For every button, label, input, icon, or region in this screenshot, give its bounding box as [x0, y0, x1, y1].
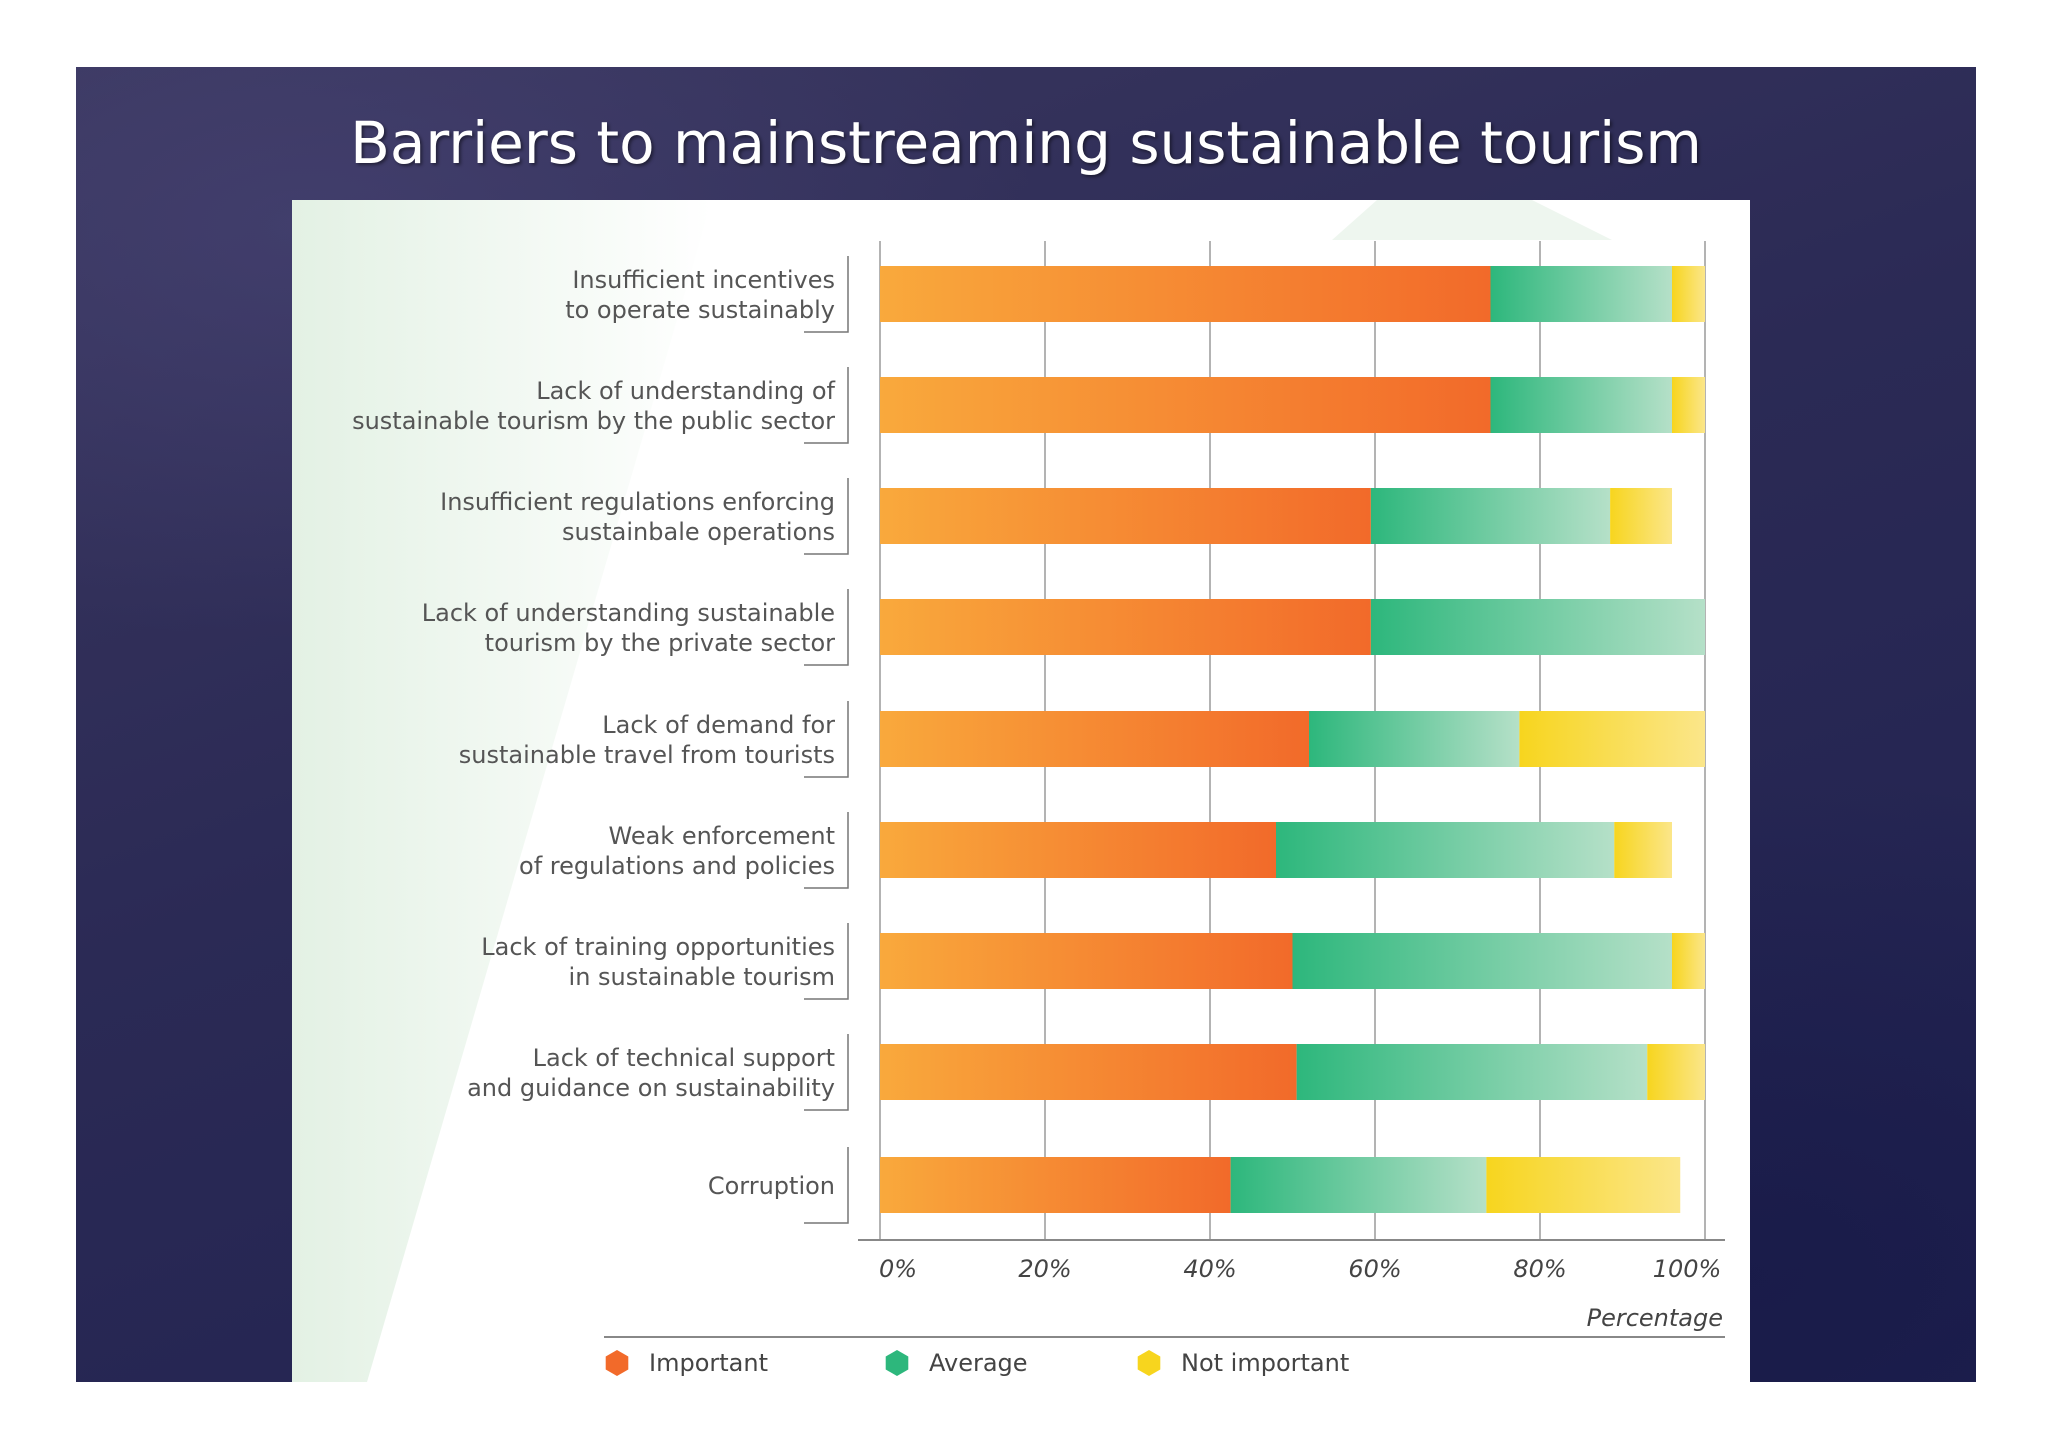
label-bracket: [804, 1147, 849, 1224]
category-label: Corruption: [708, 1172, 835, 1200]
bar-important: [880, 711, 1309, 767]
category-label: and guidance on sustainability: [467, 1074, 835, 1102]
category-label: Insufficient incentives: [572, 266, 835, 294]
chart-panel: Insufficient incentives to operate sustai…: [292, 200, 1750, 1382]
x-tick-label: 40%: [1183, 1255, 1236, 1283]
legend-not-important-swatch: [1137, 1350, 1161, 1376]
x-tick-label: 0%: [879, 1255, 917, 1283]
label-bracket: [804, 923, 849, 1000]
bar-average: [1230, 1157, 1487, 1213]
bar-not-important: [1672, 377, 1705, 433]
category-label: sustainable tourism by the public sector: [352, 407, 835, 435]
bar-important: [880, 599, 1371, 655]
label-bracket: [804, 1034, 849, 1111]
x-tick-label: 80%: [1513, 1255, 1566, 1283]
x-tick-label: 100%: [1653, 1255, 1722, 1283]
x-tick-label: 20%: [1018, 1255, 1071, 1283]
label-bracket: [804, 478, 849, 555]
bar-not-important: [1486, 1157, 1681, 1213]
category-label: Lack of understanding of: [536, 377, 835, 405]
bar-important: [880, 266, 1491, 322]
bar-average: [1296, 1044, 1648, 1100]
bar-not-important: [1610, 488, 1672, 544]
bar-average: [1490, 377, 1672, 433]
category-label: to operate sustainably: [565, 296, 835, 324]
background-shape: [1332, 200, 1612, 240]
x-axis-title: Percentage: [1587, 1304, 1723, 1332]
category-label: Weak enforcement: [609, 822, 836, 850]
legend-average-label: Average: [929, 1349, 1028, 1377]
label-bracket: [804, 367, 849, 444]
category-label: Lack of demand for: [602, 711, 835, 739]
bar-not-important: [1672, 266, 1705, 322]
category-label: of regulations and policies: [519, 852, 835, 880]
background-swoosh: [292, 200, 712, 1382]
category-label: sustainable travel from tourists: [459, 741, 835, 769]
bar-important: [880, 377, 1491, 433]
bar-not-important: [1614, 822, 1672, 878]
label-bracket: [804, 589, 849, 666]
category-label: Lack of understanding sustainable: [422, 599, 835, 627]
bar-important: [880, 1157, 1231, 1213]
bar-not-important: [1647, 1044, 1705, 1100]
legend-not-important-label: Not important: [1181, 1349, 1349, 1377]
x-tick-label: 60%: [1348, 1255, 1401, 1283]
bar-average: [1309, 711, 1520, 767]
legend-important-swatch: [605, 1350, 629, 1376]
bar-average: [1370, 488, 1611, 544]
bar-average: [1490, 266, 1672, 322]
bar-average: [1370, 599, 1705, 655]
label-bracket: [804, 256, 849, 333]
slide-title: Barriers to mainstreaming sustainable to…: [350, 109, 1702, 177]
bar-important: [880, 822, 1276, 878]
bar-not-important: [1519, 711, 1705, 767]
slide: Barriers to mainstreaming sustainable to…: [76, 67, 1976, 1382]
legend-important-label: Important: [649, 1349, 768, 1377]
bar-not-important: [1672, 933, 1705, 989]
category-label: Lack of training opportunities: [481, 933, 835, 961]
category-label: Insufficient regulations enforcing: [440, 488, 835, 516]
label-bracket: [804, 701, 849, 778]
category-label: sustainbale operations: [562, 518, 835, 546]
bar-important: [880, 488, 1371, 544]
bar-average: [1292, 933, 1672, 989]
bar-important: [880, 1044, 1297, 1100]
category-label: in sustainable tourism: [569, 963, 835, 991]
label-bracket: [804, 812, 849, 889]
category-label: tourism by the private sector: [485, 629, 835, 657]
legend-average-swatch: [885, 1350, 909, 1376]
bar-average: [1276, 822, 1615, 878]
bar-important: [880, 933, 1293, 989]
category-label: Lack of technical support: [533, 1044, 835, 1072]
